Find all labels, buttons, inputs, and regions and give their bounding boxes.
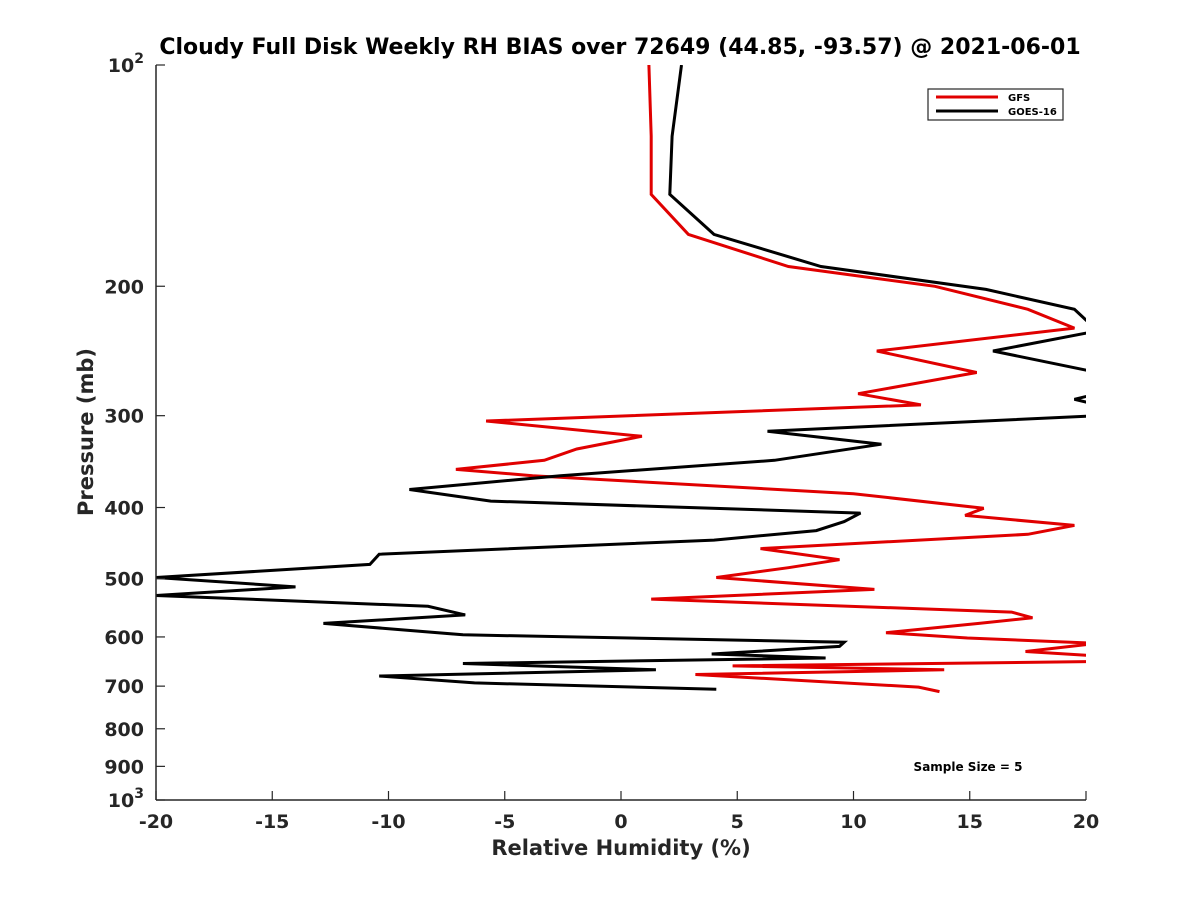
- y-tick-label: 800: [104, 719, 144, 741]
- chart-title: Cloudy Full Disk Weekly RH BIAS over 726…: [159, 35, 1080, 60]
- y-tick-label: 900: [104, 756, 144, 778]
- x-tick-label: -20: [139, 811, 173, 833]
- x-tick-label: 5: [731, 811, 744, 833]
- x-tick-label: -15: [255, 811, 289, 833]
- x-tick-label: -10: [371, 811, 405, 833]
- y-tick-label: 600: [104, 627, 144, 649]
- y-axis-label: Pressure (mb): [74, 348, 98, 516]
- legend-label: GOES-16: [1008, 107, 1057, 118]
- series-line-goes-16: [156, 65, 1086, 691]
- series-line-gfs: [455, 65, 1086, 694]
- sample-size-annotation: Sample Size = 5: [914, 760, 1023, 774]
- legend: GFS GOES-16: [927, 88, 1064, 121]
- x-axis-label: Relative Humidity (%): [491, 836, 750, 860]
- y-tick-label: 400: [104, 498, 144, 520]
- legend-box: [927, 88, 1064, 121]
- y-tick-label: 200: [104, 276, 144, 298]
- y-tick-label: 500: [104, 569, 144, 591]
- x-tick-label: 15: [957, 811, 983, 833]
- y-tick-label: 700: [104, 676, 144, 698]
- y-tick-label: 103: [108, 786, 144, 812]
- x-tick-label: 20: [1073, 811, 1099, 833]
- x-tick-label: 10: [840, 811, 866, 833]
- x-tick-label: 0: [614, 811, 627, 833]
- y-tick-label: 300: [104, 406, 144, 428]
- legend-label: GFS: [1008, 93, 1030, 104]
- y-tick-label: 102: [108, 51, 144, 77]
- x-tick-label: -5: [494, 811, 515, 833]
